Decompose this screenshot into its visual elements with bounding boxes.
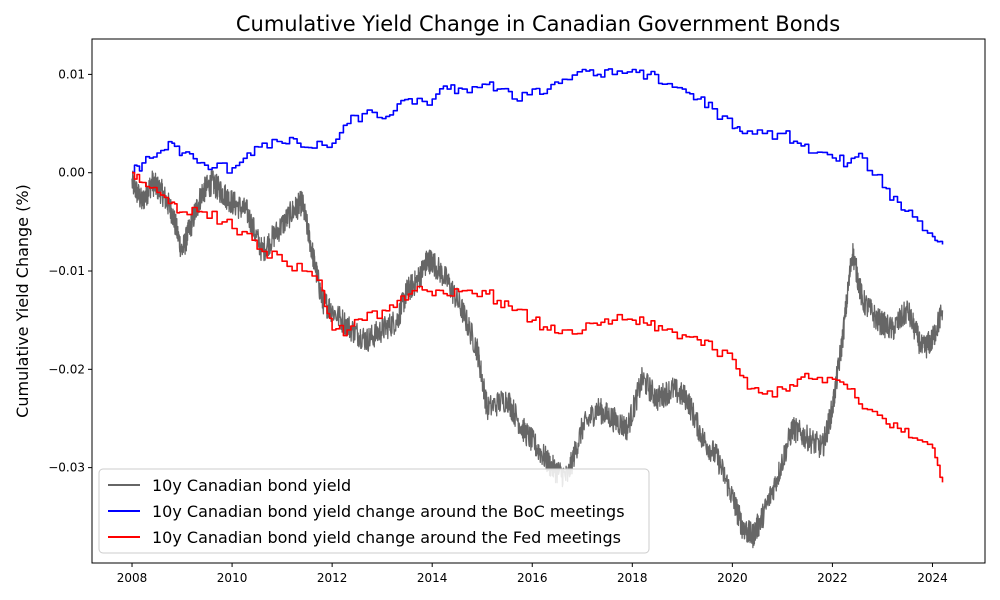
legend: 10y Canadian bond yield 10y Canadian bond… [98,468,650,554]
series-line-1 [131,169,944,549]
plot-frame [91,38,986,564]
series-line-2 [132,68,944,245]
x-tick-label: 2022 [817,571,848,585]
y-tick-label: 0.01 [58,67,85,81]
x-tick-label: 2010 [217,571,248,585]
x-tick-label: 2014 [417,571,448,585]
legend-label: 10y Canadian bond yield change around th… [152,502,625,521]
y-tick-label: 0.00 [58,166,85,180]
x-tick-label: 2012 [317,571,348,585]
legend-label: 10y Canadian bond yield change around th… [152,528,621,547]
y-axis: 0.01 0.00 −0.01 −0.02 −0.03 [48,67,92,475]
x-tick-label: 2016 [517,571,548,585]
x-tick-label: 2008 [117,571,148,585]
chart-title: Cumulative Yield Change in Canadian Gove… [236,12,840,36]
x-tick-label: 2018 [617,571,648,585]
legend-label: 10y Canadian bond yield [152,476,351,495]
series-layer [131,68,944,549]
y-axis-title: Cumulative Yield Change (%) [13,184,32,418]
y-tick-label: −0.02 [48,362,85,376]
x-tick-label: 2020 [717,571,748,585]
y-tick-label: −0.03 [48,461,85,475]
plot-area [91,38,986,564]
series-line-3 [132,171,944,483]
legend-box [98,468,650,554]
x-axis: 2008 2010 2012 2014 2016 2018 2020 2022 2024 [117,563,948,585]
x-tick-label: 2024 [917,571,948,585]
y-tick-label: −0.01 [48,264,85,278]
